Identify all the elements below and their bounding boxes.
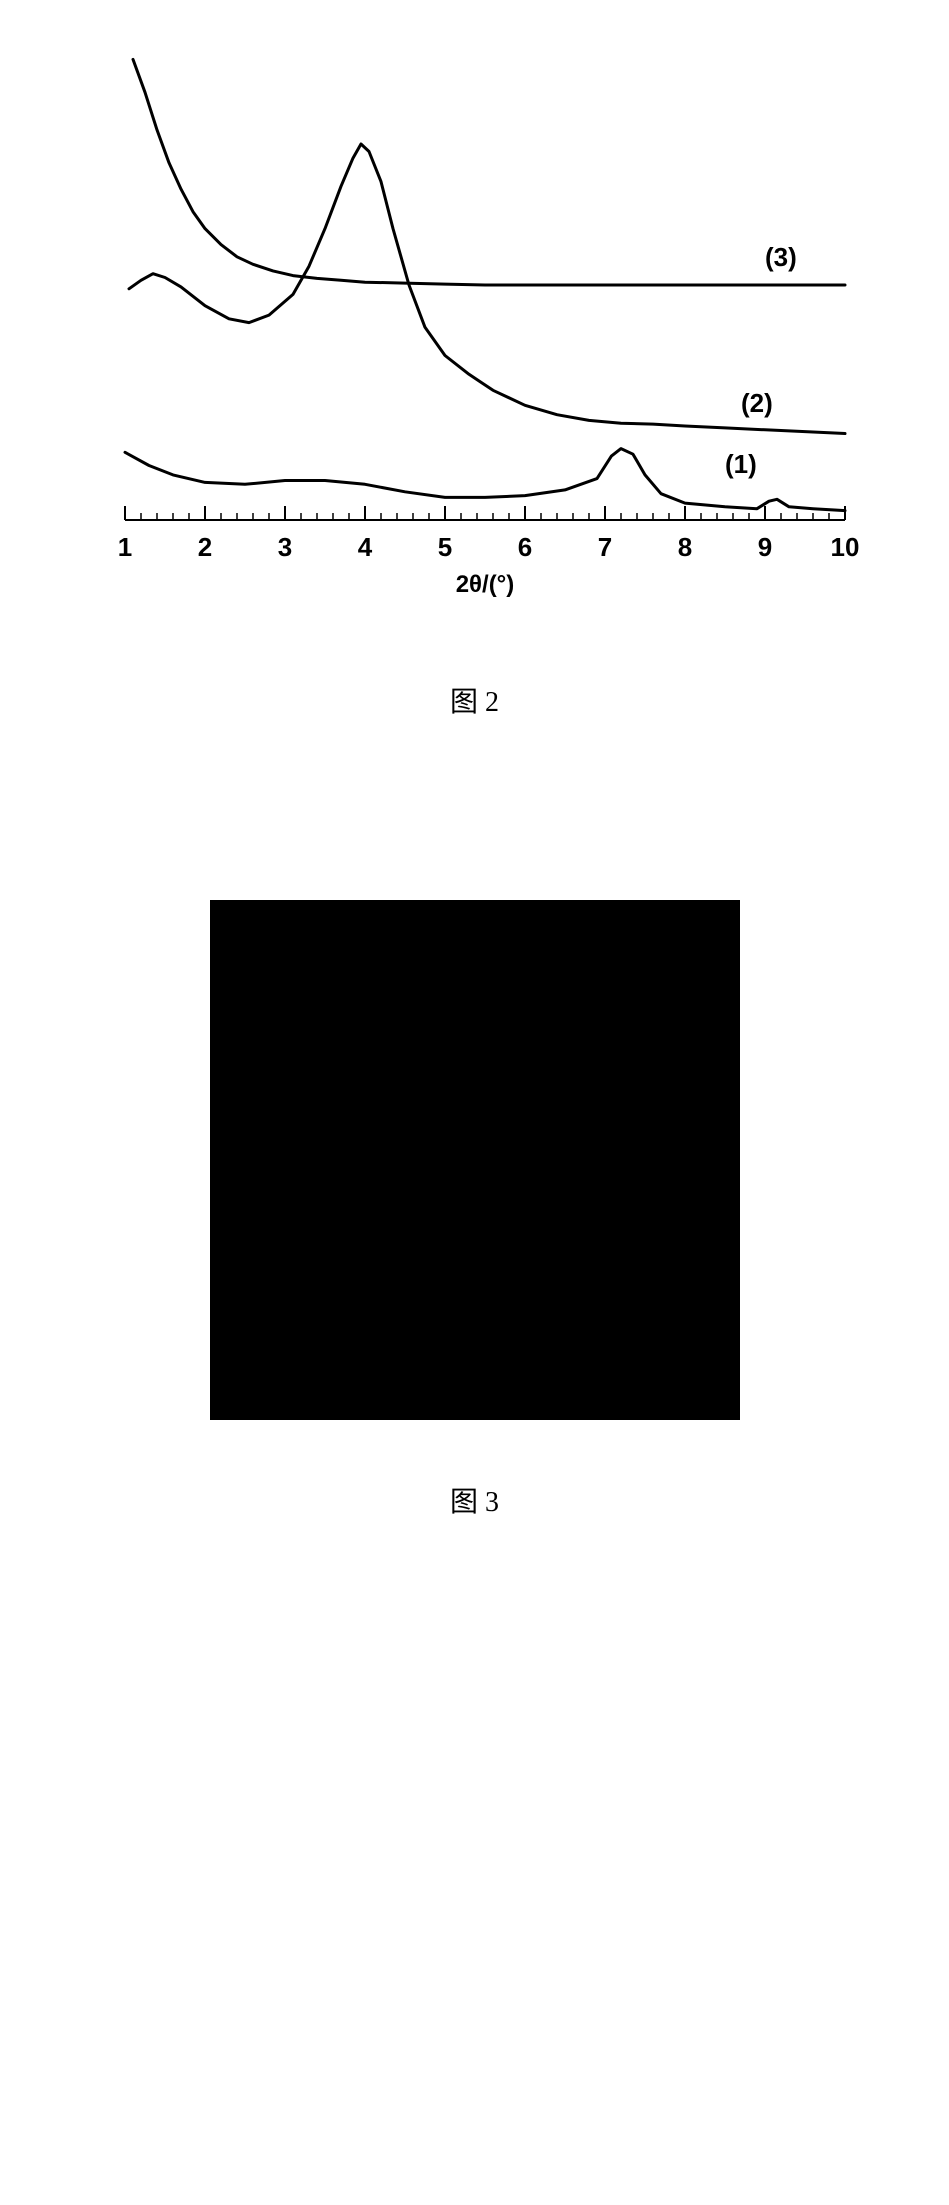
svg-text:4: 4 (357, 532, 372, 562)
xrd-chart: 1 2 3 4 5 6 7 8 9 10 2θ/(°) (1) (2) (3) (75, 40, 875, 600)
chart-svg: 1 2 3 4 5 6 7 8 9 10 2θ/(°) (1) (2) (3) (75, 40, 875, 600)
svg-text:6: 6 (517, 532, 531, 562)
svg-text:1: 1 (117, 532, 131, 562)
svg-text:(3): (3) (765, 242, 797, 272)
svg-text:5: 5 (437, 532, 451, 562)
svg-text:(2): (2) (741, 388, 773, 418)
figure-3-image (210, 900, 740, 1420)
figure-2-caption: 图 2 (450, 680, 499, 720)
svg-text:2θ/(°): 2θ/(°) (455, 571, 514, 598)
svg-text:7: 7 (597, 532, 611, 562)
svg-text:(1): (1) (725, 449, 757, 479)
svg-text:10: 10 (830, 532, 859, 562)
svg-text:2: 2 (197, 532, 211, 562)
svg-text:8: 8 (677, 532, 691, 562)
svg-text:3: 3 (277, 532, 291, 562)
svg-text:9: 9 (757, 532, 771, 562)
figure-3-caption: 图 3 (450, 1480, 499, 1520)
